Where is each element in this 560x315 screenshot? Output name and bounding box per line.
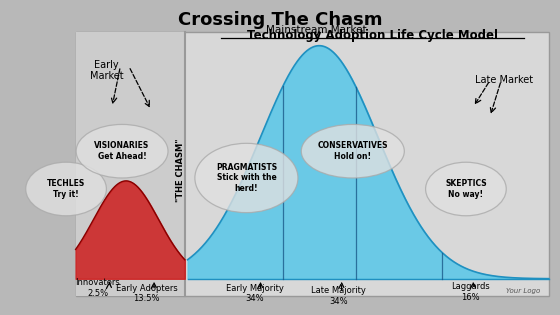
Text: Your Logo: Your Logo xyxy=(506,288,540,294)
FancyBboxPatch shape xyxy=(76,32,185,296)
Text: Late Majority
34%: Late Majority 34% xyxy=(311,286,366,306)
Ellipse shape xyxy=(301,124,404,178)
FancyBboxPatch shape xyxy=(76,32,549,296)
Text: Technology Adoption Life Cycle Model: Technology Adoption Life Cycle Model xyxy=(247,29,498,42)
Text: VISIONARIES
Get Ahead!: VISIONARIES Get Ahead! xyxy=(95,141,150,161)
Text: CONSERVATIVES
Hold on!: CONSERVATIVES Hold on! xyxy=(318,141,388,161)
Ellipse shape xyxy=(426,162,506,216)
Text: TECHLES
Try it!: TECHLES Try it! xyxy=(47,179,85,199)
Text: Late Market: Late Market xyxy=(475,75,533,85)
Text: Early Adopters
13.5%: Early Adopters 13.5% xyxy=(116,284,178,303)
Text: Mainstream Market: Mainstream Market xyxy=(266,25,367,35)
Text: PRAGMATISTS
Stick with the
herd!: PRAGMATISTS Stick with the herd! xyxy=(216,163,277,193)
Text: Early
Market: Early Market xyxy=(90,60,123,82)
Text: "THE CHASM": "THE CHASM" xyxy=(176,138,185,202)
Text: Laggards
16%: Laggards 16% xyxy=(451,282,490,302)
Text: SKEPTICS
No way!: SKEPTICS No way! xyxy=(445,179,487,199)
Text: Crossing The Chasm: Crossing The Chasm xyxy=(178,11,382,29)
Ellipse shape xyxy=(26,162,106,216)
Text: Early Majority
34%: Early Majority 34% xyxy=(226,284,284,303)
Ellipse shape xyxy=(195,143,298,213)
Text: Innovators
2.5%: Innovators 2.5% xyxy=(76,278,120,298)
Ellipse shape xyxy=(76,124,168,178)
